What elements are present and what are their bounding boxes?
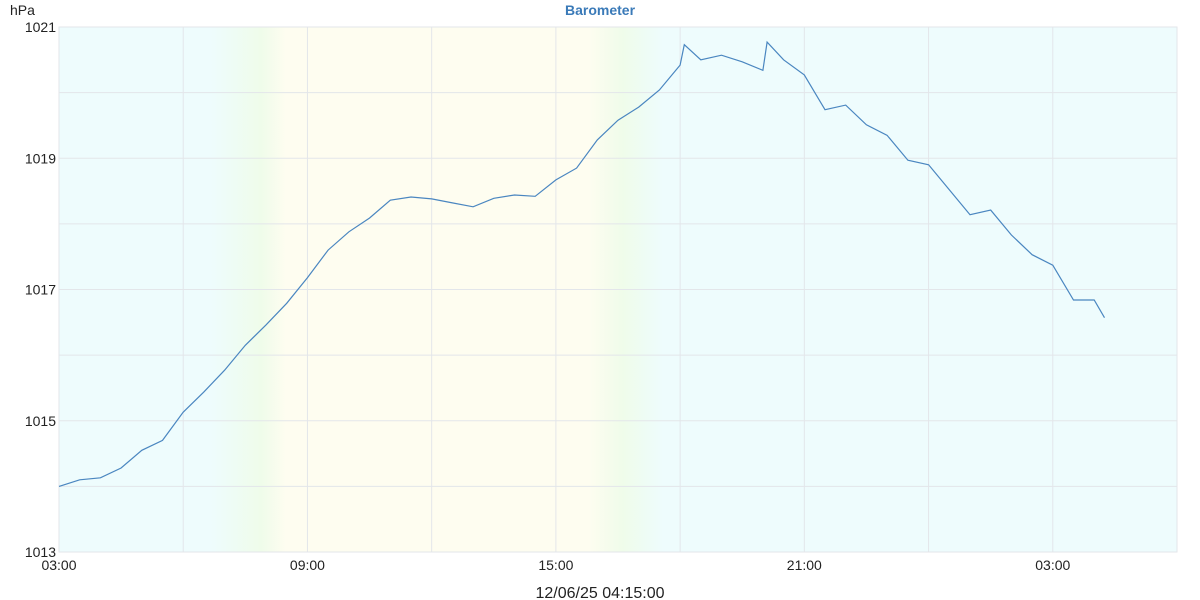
y-tick-label: 1015	[25, 413, 56, 429]
chart-title: Barometer	[565, 2, 636, 18]
x-tick-label: 21:00	[787, 557, 822, 573]
x-axis-ticks: 03:00 09:00 15:00 21:00 03:00	[41, 557, 1070, 573]
pressure-line	[58, 40, 1106, 487]
y-axis-unit: hPa	[10, 2, 35, 18]
y-tick-label: 1013	[25, 544, 56, 560]
x-tick-label: 03:00	[41, 557, 76, 573]
x-tick-label: 03:00	[1035, 557, 1070, 573]
x-tick-label: 15:00	[538, 557, 573, 573]
y-tick-label: 1021	[25, 19, 56, 35]
grid	[59, 27, 1177, 552]
x-tick-label: 09:00	[290, 557, 325, 573]
y-tick-label: 1017	[25, 282, 56, 298]
y-tick-label: 1019	[25, 150, 56, 166]
timestamp-label: 12/06/25 04:15:00	[535, 585, 664, 600]
y-axis-ticks: 1013 1015 1017 1019 1021	[25, 19, 56, 560]
